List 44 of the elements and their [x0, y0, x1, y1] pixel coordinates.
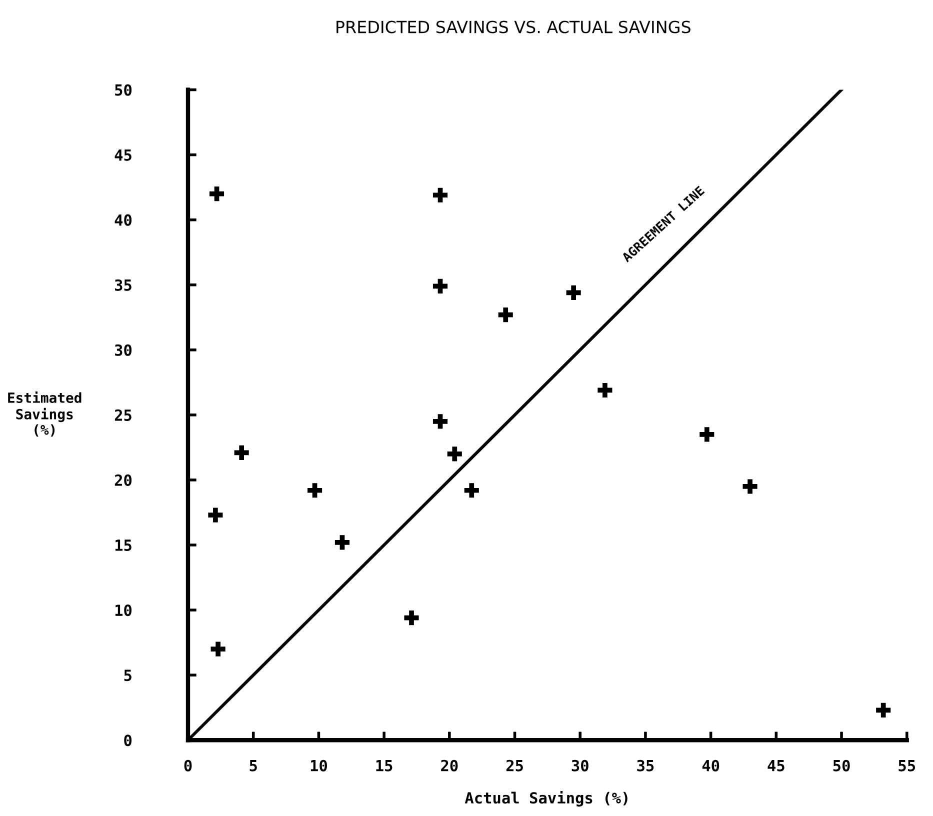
y-tick-label: 30	[114, 344, 132, 356]
y-tick-label: 5	[124, 670, 132, 682]
x-axis-title: Actual Savings (%)	[464, 790, 628, 807]
x-tick-label: 10	[310, 760, 327, 772]
y-tick-label: 25	[114, 409, 132, 421]
point	[876, 702, 891, 718]
point	[234, 445, 249, 460]
y-tick-label: 15	[115, 540, 132, 552]
point	[742, 479, 758, 494]
x-tick-label: 45	[768, 760, 784, 772]
x-tick-label: 55	[898, 760, 916, 772]
point	[210, 642, 226, 656]
x-tick-label: 15	[376, 760, 392, 772]
x-tick-label: 5	[250, 760, 257, 772]
point	[447, 446, 462, 462]
chart-title: PREDICTED SAVINGS VS. ACTUAL SAVINGS	[336, 20, 690, 34]
y-tick-label: 10	[115, 604, 132, 616]
point	[308, 483, 322, 498]
y-tick-label: 45	[114, 149, 132, 161]
x-tick-label: 25	[506, 760, 523, 772]
x-tick-label: 30	[572, 760, 588, 772]
y-tick-label: 40	[114, 214, 132, 226]
y-tick-label: 50	[115, 84, 132, 96]
point	[432, 188, 448, 202]
x-tick-label: 0	[184, 760, 192, 772]
point	[208, 508, 223, 522]
y-axis-title: Estimated Savings (%)	[8, 391, 82, 437]
y-tick-label: 35	[114, 279, 132, 291]
point	[566, 285, 581, 300]
point	[432, 278, 448, 294]
x-tick-label: 40	[702, 760, 720, 772]
point	[209, 186, 224, 202]
point	[498, 308, 513, 322]
point	[598, 382, 612, 398]
x-tick-label: 50	[833, 760, 850, 772]
point	[464, 483, 479, 498]
point	[700, 427, 714, 442]
y-tick-label: 0	[124, 734, 132, 746]
x-tick-label: 20	[441, 760, 458, 772]
x-tick-label: 35	[637, 760, 654, 772]
point	[432, 414, 448, 429]
point	[334, 535, 350, 550]
y-tick-label: 20	[114, 474, 132, 486]
point	[404, 610, 419, 626]
